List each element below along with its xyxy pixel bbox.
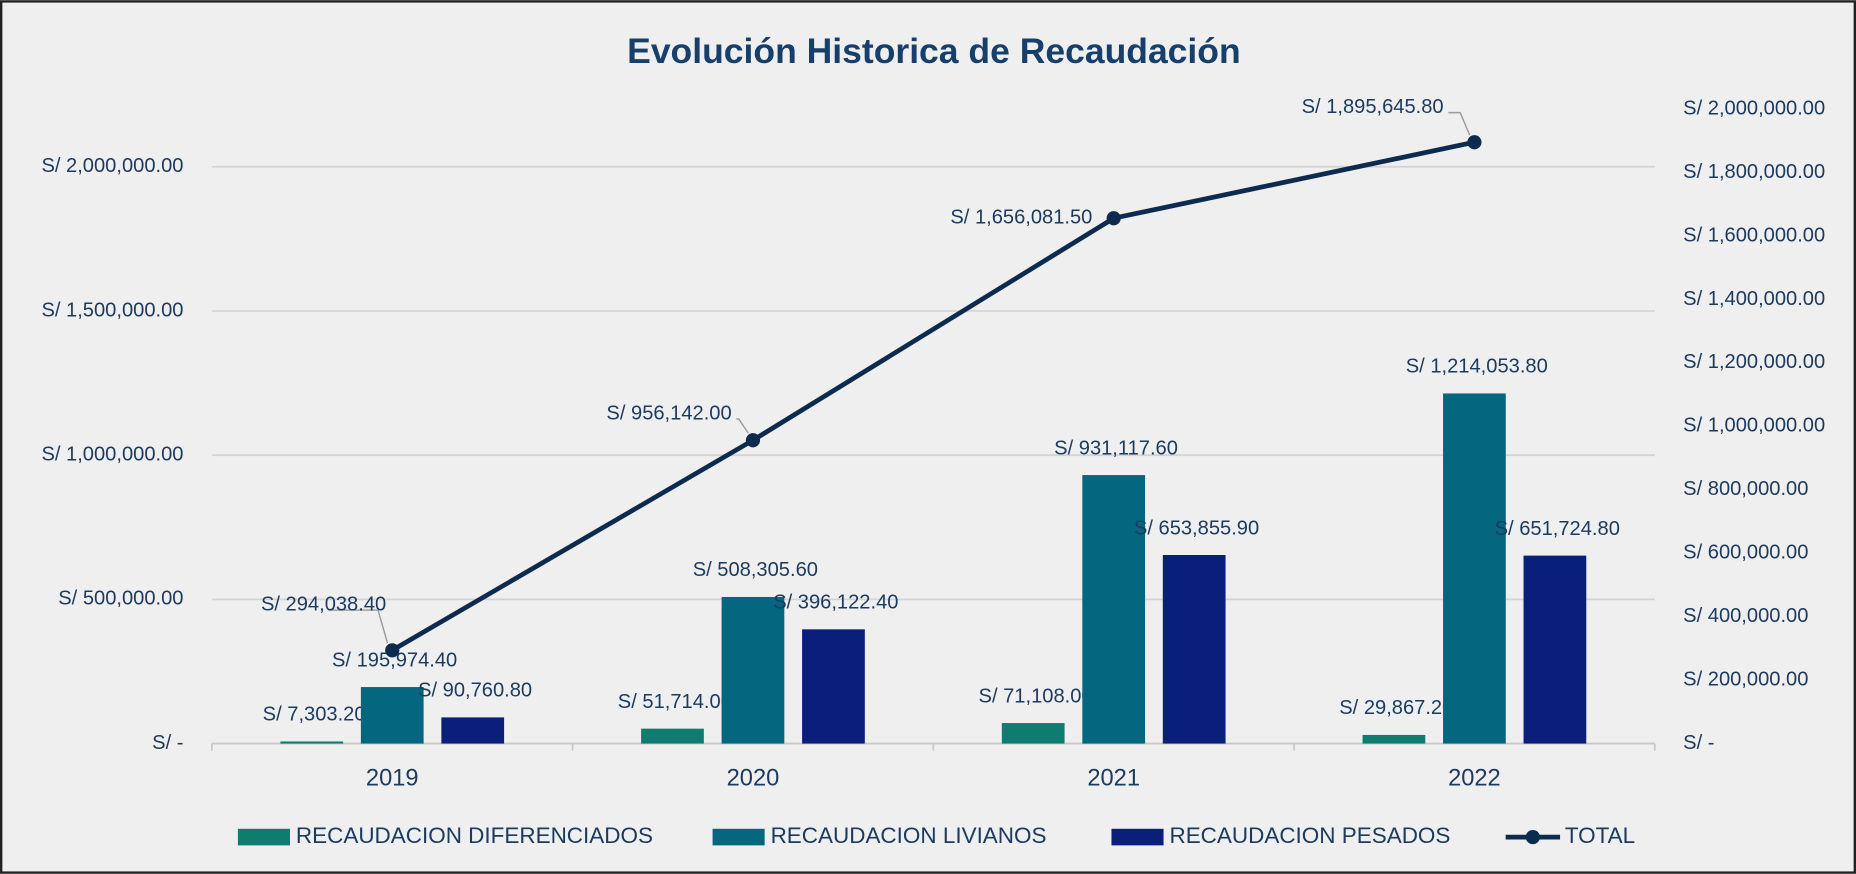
data-label: S/ 7,303.20 [263,704,366,726]
bar [280,741,344,744]
legend-label: RECAUDACION DIFERENCIADOS [296,823,653,848]
line-point [1467,135,1482,150]
x-tick-label: 2021 [1087,765,1140,791]
y2-tick-label: S/ 1,800,000.00 [1683,161,1825,183]
x-tick-label: 2022 [1448,765,1501,791]
leader-line [736,418,749,434]
data-label: S/ 1,895,645.80 [1302,96,1444,118]
y2-tick-label: S/ 1,000,000.00 [1683,415,1825,437]
legend-swatch [237,828,290,846]
data-label: S/ 1,656,081.50 [950,207,1092,229]
bar [1082,475,1146,744]
x-tick-label: 2020 [727,765,780,791]
data-label: S/ 651,724.80 [1495,518,1620,540]
bar [1523,555,1587,744]
y2-tick-label: S/ 1,200,000.00 [1683,351,1825,373]
data-label: S/ 195,974.40 [332,649,457,671]
x-tick-label: 2019 [366,765,419,791]
y2-tick-label: S/ 200,000.00 [1683,668,1808,690]
line-point [745,433,761,448]
y2-tick-label: S/ 1,400,000.00 [1683,288,1825,310]
y-tick-label: S/ - [152,732,183,754]
bar [641,728,704,744]
y2-tick-label: S/ 1,600,000.00 [1683,224,1825,246]
line-point [1106,211,1121,226]
y2-tick-label: S/ - [1683,732,1714,754]
legend-label: TOTAL [1565,823,1635,848]
bar [441,717,505,744]
y2-tick-label: S/ 800,000.00 [1683,478,1808,500]
data-label: S/ 90,760.80 [418,680,532,702]
legend-swatch [1111,828,1164,846]
bar [1443,393,1506,744]
line [391,139,1475,653]
data-label: S/ 653,855.90 [1134,517,1259,539]
data-label: S/ 508,305.60 [693,559,818,581]
data-label: S/ 956,142.00 [606,403,731,425]
legend-label: RECAUDACION LIVIANOS [771,823,1047,848]
data-label: S/ 29,867.20 [1339,697,1453,719]
y-tick-label: S/ 2,000,000.00 [41,155,183,177]
y-tick-label: S/ 1,000,000.00 [41,443,183,465]
data-label: S/ 931,117.60 [1054,437,1178,459]
leader-line [328,609,389,644]
leader-line [1448,111,1471,136]
y-tick-label: S/ 1,500,000.00 [41,299,183,321]
bar [721,596,785,744]
data-label: S/ 396,122.40 [773,592,898,614]
y-tick-label: S/ 500,000.00 [58,588,183,610]
bar [1001,723,1065,744]
data-label: S/ 1,214,053.80 [1406,356,1548,378]
y2-tick-label: S/ 2,000,000.00 [1683,97,1825,119]
chart-title: Evolución Historica de Recaudación [627,31,1241,71]
bar [1362,734,1426,744]
legend-label: RECAUDACION PESADOS [1169,823,1450,848]
y2-tick-label: S/ 600,000.00 [1683,542,1808,564]
legend-swatch [712,828,765,846]
y2-tick-label: S/ 400,000.00 [1683,605,1808,627]
bar [1162,555,1226,744]
data-label: S/ 71,108.00 [979,685,1093,707]
data-label: S/ 294,038.40 [261,594,386,616]
bar [360,687,424,744]
data-label: S/ 51,714.00 [618,691,732,713]
line-point [385,643,400,658]
bar [802,629,865,744]
legend-swatch [1525,829,1540,845]
